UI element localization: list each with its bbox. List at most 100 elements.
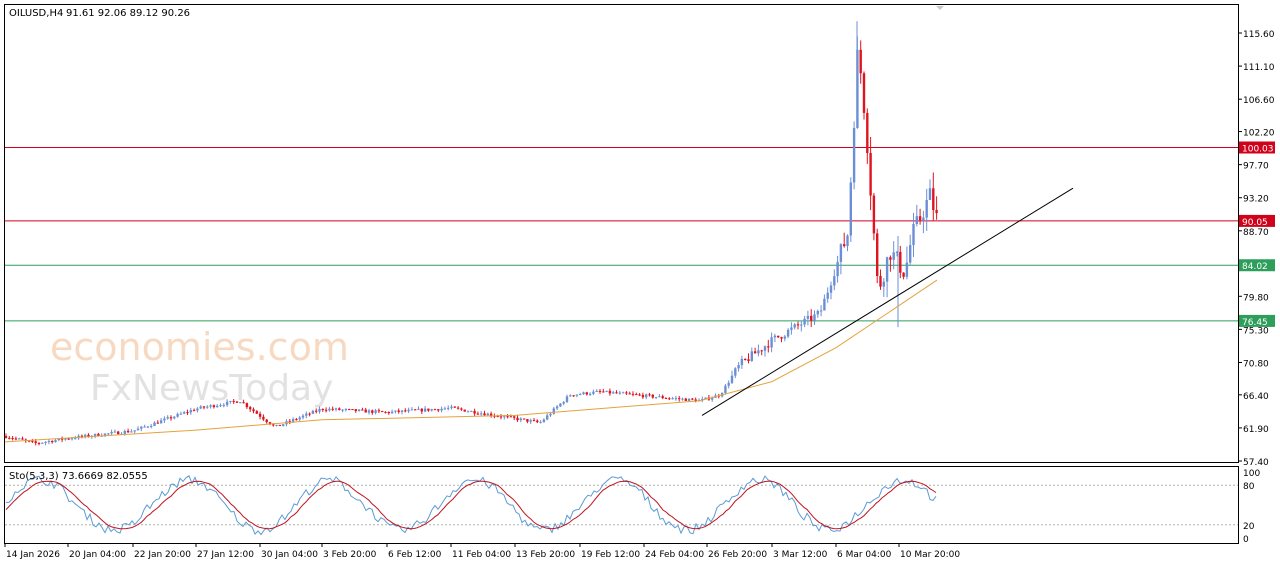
candle-body [546, 415, 549, 420]
candle-body [265, 419, 268, 423]
candle-body [321, 408, 324, 410]
candle-body [585, 392, 588, 395]
shift-marker-icon[interactable] [936, 6, 944, 10]
time-tick-label: 6 Feb 12:00 [388, 550, 442, 560]
candle-body [328, 408, 331, 411]
candle-body [414, 409, 417, 411]
candle-body [532, 420, 536, 422]
candle-body [387, 412, 390, 414]
candle-body [526, 419, 529, 422]
candle-body [892, 252, 895, 260]
candle-body [308, 413, 311, 415]
candle-body [334, 408, 338, 410]
candle-body [813, 314, 816, 321]
candle-body [562, 401, 565, 404]
trendline[interactable] [701, 187, 1074, 416]
price-tick-label: 106.60 [1243, 96, 1275, 106]
candle-body [311, 410, 315, 414]
candle-body [694, 399, 697, 402]
level-tag [1239, 214, 1275, 227]
candle-body [150, 425, 153, 427]
candle-body [750, 351, 753, 362]
candle-body [753, 351, 757, 354]
candle-body [862, 73, 866, 113]
time-tick-label: 6 Mar 04:00 [837, 550, 892, 560]
price-tick-label: 115.60 [1243, 30, 1275, 40]
candle-body [618, 392, 621, 394]
candle-body [549, 413, 552, 416]
candle-body [255, 411, 258, 414]
candle-body [84, 434, 87, 437]
candle-body [819, 310, 823, 312]
candle-body [681, 398, 684, 400]
candle-body [763, 346, 767, 351]
candle-body [404, 410, 407, 412]
candle-body [496, 416, 499, 418]
candle-body [582, 392, 585, 395]
candle-body [192, 410, 196, 412]
candle-body [143, 426, 146, 428]
indicator-frame [4, 466, 1239, 544]
time-tick-label: 3 Feb 20:00 [323, 550, 377, 560]
candle-body [70, 438, 74, 440]
candle-body [595, 390, 598, 392]
candle-body [110, 431, 113, 434]
candle-body [301, 415, 305, 418]
candle-body [344, 409, 348, 411]
stochastic-axis: 100 80 20 0 [1243, 469, 1260, 545]
price-axis[interactable]: 115.60 111.10 106.60 102.20 97.70 93.20 88.70 8… [1238, 30, 1275, 468]
candle-body [767, 346, 770, 348]
candle-body [727, 382, 730, 386]
candle-body [146, 426, 150, 428]
candle-body [14, 438, 18, 440]
candle-body [34, 441, 37, 443]
candle-body [522, 418, 526, 420]
candle-body [196, 408, 199, 411]
level-tag-label: 90.05 [1242, 218, 1268, 228]
time-axis[interactable]: 14 Jan 2026 20 Jan 04:00 22 Jan 20:00 27 Ja… [4, 543, 960, 560]
watermark-fxnewstoday: FxNewsToday [90, 368, 333, 409]
candle-body [249, 407, 252, 410]
candle-body [734, 368, 737, 376]
time-tick-label: 13 Feb 20:00 [516, 550, 575, 560]
stochastic-oscillator [5, 475, 1238, 536]
candle-body [859, 49, 862, 74]
stochastic-axis-label: 80 [1243, 482, 1255, 492]
ohlc-values: 91.61 92.06 89.12 90.26 [66, 8, 190, 19]
candle-body [902, 272, 905, 277]
candle-body [11, 438, 14, 440]
candle-body [833, 276, 836, 286]
candle-body [232, 400, 235, 402]
candle-body [569, 395, 572, 397]
horizontal-levels: 100.03 90.05 84.02 76.45 [5, 141, 1275, 328]
candle-body [803, 318, 806, 325]
candle-body [777, 335, 780, 338]
candle-body [47, 440, 51, 442]
candle-body [935, 209, 938, 214]
candle-body [625, 392, 628, 394]
candle-body [117, 431, 120, 435]
level-tag-label: 76.45 [1242, 318, 1268, 328]
candle-body [163, 418, 166, 421]
candle-body [529, 420, 532, 422]
candle-body [631, 393, 635, 395]
candle-body [773, 335, 777, 338]
candle-body [635, 394, 638, 396]
candle-body [869, 152, 872, 196]
candle-body [651, 394, 654, 398]
candle-body [684, 398, 687, 401]
candle-body [598, 390, 602, 392]
candle-body [51, 440, 54, 443]
candle-body [420, 408, 423, 412]
candle-body [691, 398, 694, 400]
candle-body [8, 437, 11, 439]
candle-body [483, 413, 486, 416]
candle-body [588, 393, 592, 395]
candle-body [823, 298, 826, 311]
candle-body [466, 411, 470, 413]
candle-body [374, 410, 377, 413]
time-tick-label: 11 Feb 04:00 [452, 550, 511, 560]
candle-body [298, 417, 301, 420]
candle-body [450, 406, 453, 408]
